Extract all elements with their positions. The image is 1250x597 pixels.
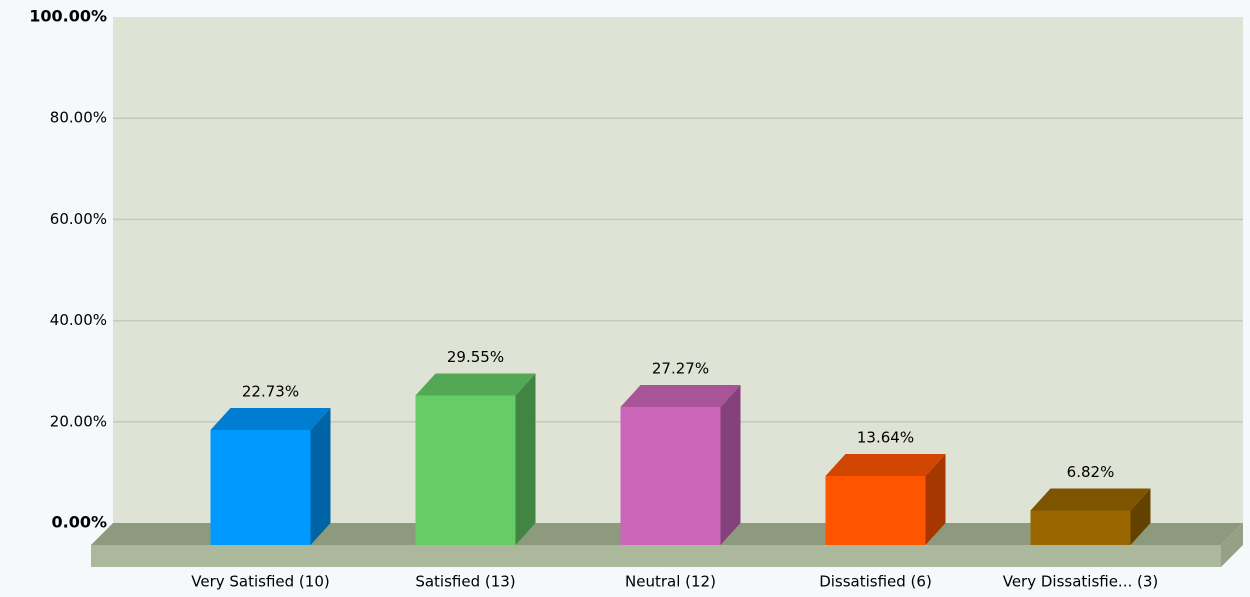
bar-top: [620, 385, 741, 408]
bar-side: [515, 373, 536, 545]
bar-top: [825, 453, 946, 476]
bar-side: [1130, 488, 1151, 545]
y-tick-label: 0.00%: [51, 513, 107, 532]
y-tick-label: 40.00%: [50, 311, 107, 329]
bar: [210, 429, 311, 545]
value-label: 13.64%: [857, 428, 914, 446]
bar-side: [925, 453, 946, 545]
value-label: 27.27%: [652, 360, 709, 378]
bar: [825, 475, 926, 545]
y-tick-label: 60.00%: [50, 210, 107, 228]
bar: [620, 407, 721, 545]
value-label: 6.82%: [1067, 463, 1115, 481]
bar-top: [415, 373, 536, 396]
x-tick-label: Very Dissatisfie... (3): [1003, 573, 1159, 591]
bar-side: [720, 385, 741, 545]
bar-top: [210, 407, 331, 430]
y-tick-label: 100.00%: [29, 7, 107, 26]
value-label: 22.73%: [242, 382, 299, 400]
value-label: 29.55%: [447, 348, 504, 366]
x-tick-label: Dissatisfied (6): [819, 573, 932, 591]
bar: [1030, 510, 1131, 545]
x-tick-label: Neutral (12): [625, 573, 716, 591]
y-tick-label: 20.00%: [50, 412, 107, 430]
bar-side: [310, 407, 331, 545]
floor-front: [91, 545, 1221, 567]
bar: [415, 395, 516, 545]
bar-top: [1030, 488, 1151, 511]
x-tick-label: Very Satisfied (10): [191, 573, 329, 591]
floor-side: [1221, 523, 1243, 567]
x-tick-label: Satisfied (13): [415, 573, 515, 591]
y-tick-label: 80.00%: [50, 109, 107, 127]
